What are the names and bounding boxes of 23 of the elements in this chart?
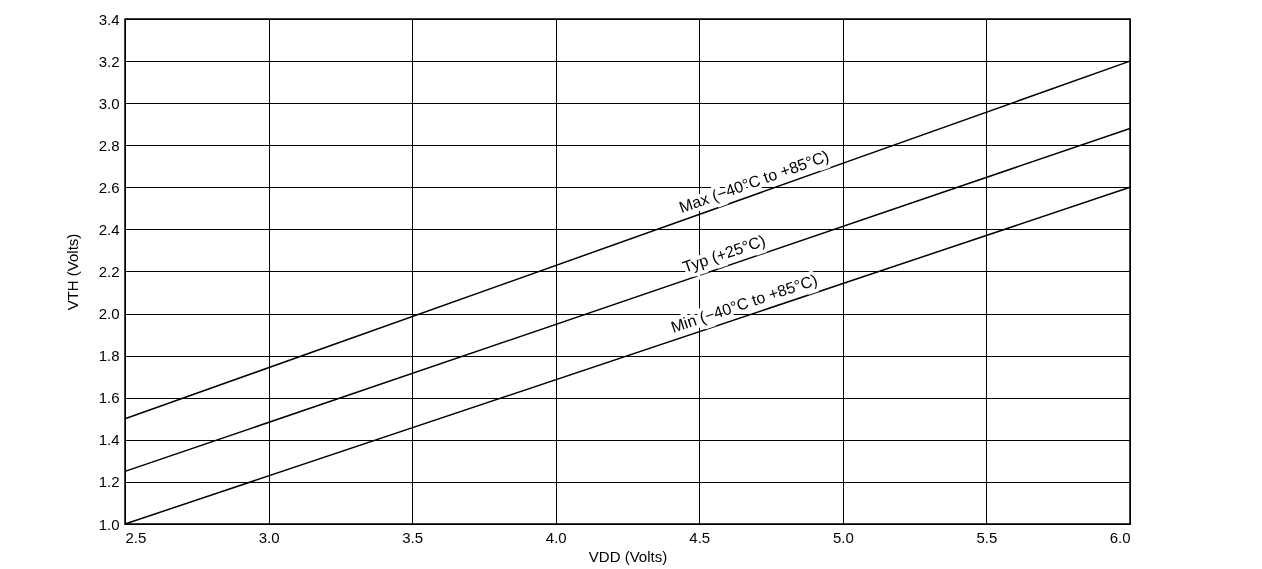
- y-tick-label: 2.8: [98, 136, 120, 154]
- y-tick-label: 3.0: [98, 94, 120, 112]
- x-tick-label: 2.5: [125, 528, 147, 546]
- y-tick-label: 3.4: [98, 10, 120, 28]
- y-tick-label: 2.2: [98, 263, 120, 280]
- y-tick-label: 3.2: [98, 52, 120, 70]
- y-tick-label: 1.8: [98, 347, 120, 365]
- x-tick-label: 6.0: [1109, 528, 1131, 546]
- x-axis-title: VDD (Volts): [588, 547, 668, 565]
- x-tick-label: 5.0: [832, 528, 854, 546]
- y-tick-label: 2.0: [98, 305, 120, 323]
- y-tick-label: 1.0: [98, 515, 120, 533]
- y-tick-label: 1.6: [98, 389, 120, 407]
- y-tick-label: 1.2: [98, 473, 120, 491]
- x-tick-label: 3.0: [258, 528, 280, 546]
- x-tick-label: 3.5: [402, 528, 424, 546]
- x-tick-label: 4.0: [545, 528, 567, 546]
- x-tick-label: 5.5: [976, 528, 998, 546]
- y-axis-title: VTH (Volts): [63, 233, 81, 311]
- x-tick-label: 4.5: [689, 528, 711, 546]
- y-tick-label: 1.4: [98, 431, 120, 449]
- y-tick-label: 2.4: [98, 220, 120, 238]
- y-tick-label: 2.6: [98, 178, 120, 196]
